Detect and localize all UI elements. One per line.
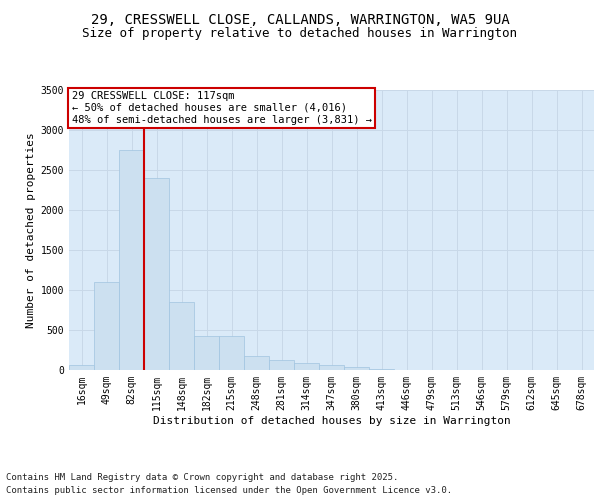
Bar (344, 367, 369, 370)
Bar (319, 365, 344, 370)
Text: Contains public sector information licensed under the Open Government Licence v3: Contains public sector information licen… (6, 486, 452, 495)
Bar (269, 360, 294, 370)
Y-axis label: Number of detached properties: Number of detached properties (26, 132, 37, 328)
Bar (369, 369, 394, 370)
Bar (219, 336, 244, 370)
Bar (194, 336, 219, 370)
Bar (169, 302, 194, 370)
Bar (69, 365, 94, 370)
X-axis label: Distribution of detached houses by size in Warrington: Distribution of detached houses by size … (152, 416, 511, 426)
Text: 29, CRESSWELL CLOSE, CALLANDS, WARRINGTON, WA5 9UA: 29, CRESSWELL CLOSE, CALLANDS, WARRINGTO… (91, 12, 509, 26)
Text: 29 CRESSWELL CLOSE: 117sqm
← 50% of detached houses are smaller (4,016)
48% of s: 29 CRESSWELL CLOSE: 117sqm ← 50% of deta… (71, 92, 371, 124)
Bar (144, 178, 169, 370)
Text: Size of property relative to detached houses in Warrington: Size of property relative to detached ho… (83, 26, 517, 40)
Text: Contains HM Land Registry data © Crown copyright and database right 2025.: Contains HM Land Registry data © Crown c… (6, 472, 398, 482)
Bar (294, 363, 319, 370)
Bar (94, 282, 119, 370)
Bar (119, 150, 144, 370)
Bar (244, 356, 269, 370)
